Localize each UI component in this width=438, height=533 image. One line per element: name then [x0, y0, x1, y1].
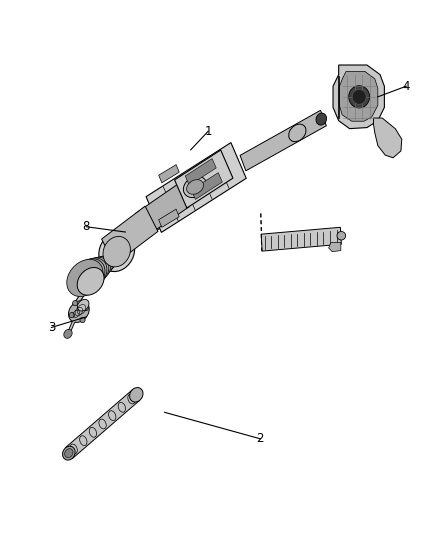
- Ellipse shape: [65, 449, 73, 458]
- Text: 1: 1: [205, 125, 212, 138]
- Polygon shape: [102, 206, 158, 264]
- Ellipse shape: [130, 387, 143, 402]
- Polygon shape: [191, 173, 223, 199]
- Ellipse shape: [86, 256, 111, 281]
- Polygon shape: [66, 389, 140, 459]
- Text: 3: 3: [48, 321, 55, 334]
- Text: 2: 2: [257, 432, 264, 446]
- Ellipse shape: [106, 254, 119, 266]
- Ellipse shape: [67, 260, 103, 296]
- Text: 8: 8: [83, 220, 90, 233]
- Polygon shape: [104, 172, 215, 261]
- Text: 4: 4: [403, 80, 410, 93]
- Ellipse shape: [80, 317, 85, 322]
- Polygon shape: [339, 71, 378, 121]
- Ellipse shape: [64, 329, 72, 338]
- Polygon shape: [159, 209, 179, 228]
- Polygon shape: [240, 110, 326, 171]
- Ellipse shape: [68, 301, 89, 322]
- Polygon shape: [261, 227, 341, 251]
- Polygon shape: [146, 143, 246, 232]
- Polygon shape: [135, 183, 190, 237]
- Polygon shape: [328, 243, 341, 252]
- Ellipse shape: [184, 176, 207, 198]
- Ellipse shape: [103, 237, 131, 267]
- Polygon shape: [374, 118, 402, 158]
- Ellipse shape: [77, 258, 107, 289]
- Ellipse shape: [96, 255, 115, 274]
- Ellipse shape: [316, 113, 327, 125]
- Polygon shape: [185, 159, 216, 185]
- Ellipse shape: [349, 86, 370, 108]
- Ellipse shape: [73, 301, 78, 306]
- Ellipse shape: [92, 256, 113, 278]
- Ellipse shape: [289, 124, 306, 142]
- Ellipse shape: [99, 232, 134, 271]
- Polygon shape: [175, 150, 233, 208]
- Ellipse shape: [81, 257, 109, 285]
- Polygon shape: [333, 65, 385, 128]
- Ellipse shape: [337, 231, 346, 240]
- Ellipse shape: [83, 305, 88, 311]
- Ellipse shape: [187, 180, 204, 195]
- Ellipse shape: [69, 312, 74, 318]
- Ellipse shape: [101, 254, 117, 270]
- Ellipse shape: [72, 259, 105, 293]
- Polygon shape: [159, 165, 179, 183]
- Ellipse shape: [77, 268, 104, 295]
- Ellipse shape: [63, 446, 75, 460]
- Ellipse shape: [352, 90, 366, 104]
- Ellipse shape: [78, 300, 89, 311]
